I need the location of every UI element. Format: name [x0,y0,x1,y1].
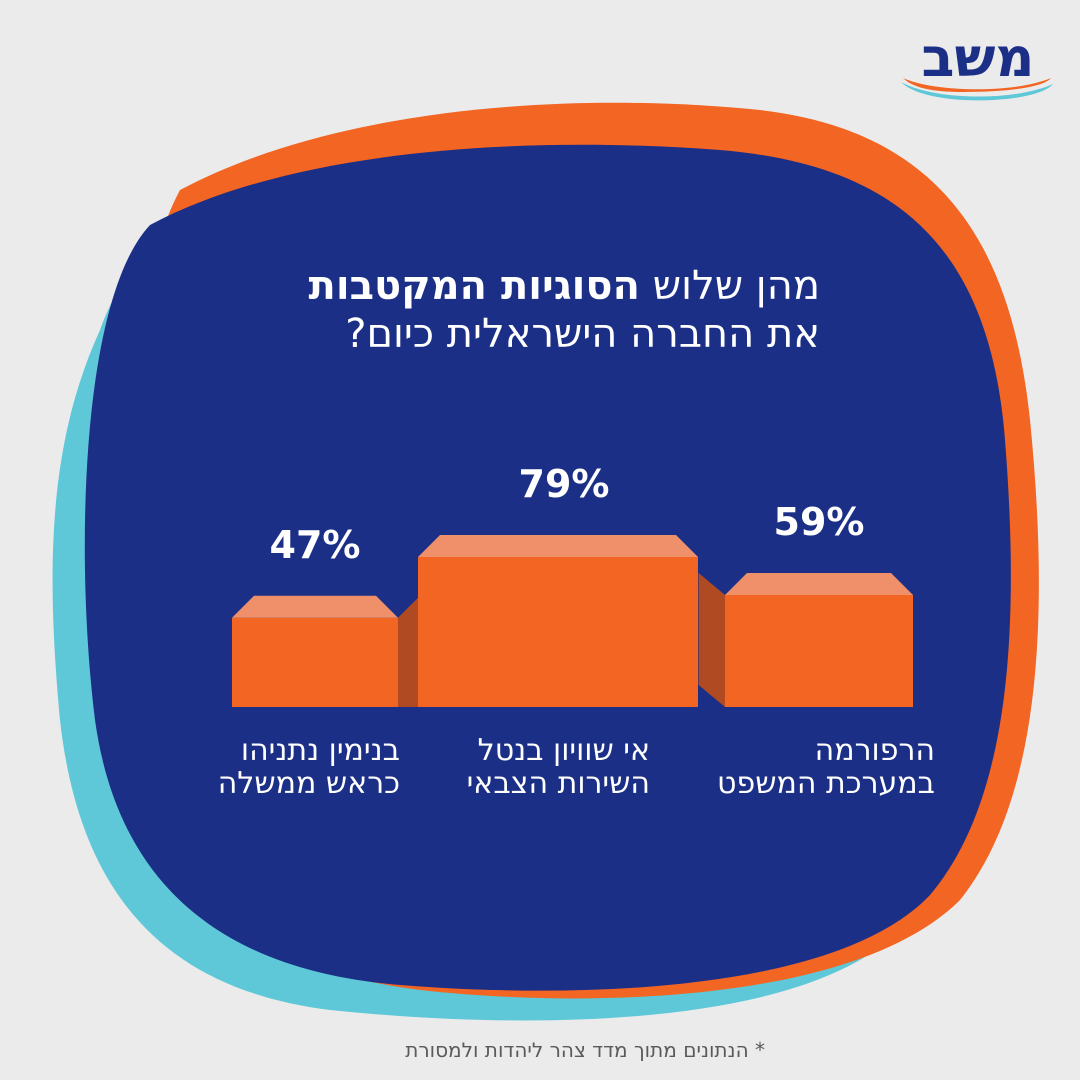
value-label-2: 79% [519,462,610,506]
category-label-2-line-1: אי שוויון בנטל [477,733,650,768]
title-line-1: מהן שלוש הסוגיות המקטבות [200,262,820,310]
bar-2: 79% [418,462,698,707]
bar-front-1 [232,617,398,707]
brand-logo: משב [901,26,1053,101]
bar-side-1 [398,595,420,707]
category-label-1-line-1: בנימין נתניהו [240,733,400,768]
bar-front-2 [418,557,698,707]
category-label-1-line-2: כראש ממשלה [217,766,400,801]
category-label-2-line-2: השירות הצבאי [466,766,650,801]
logo-lettering: משב [922,26,1035,89]
title-line1-bold: הסוגיות המקטבות [308,263,641,309]
bar-top-1 [232,595,398,618]
bar-front-3 [725,594,913,707]
value-label-3: 59% [774,500,865,544]
chart-title: מהן שלוש הסוגיות המקטבות את החברה הישראל… [200,262,820,358]
category-label-3-line-1: הרפורמה [814,733,935,768]
footnote: * הנתונים מתוך מדד צהר ליהדות ולמסורת [405,1038,765,1062]
bar-side-3 [698,572,725,707]
bar-top-3 [725,572,913,595]
category-label-3: הרפורמה במערכת המשפט [700,734,935,800]
bar-1: 47% [232,523,420,707]
category-label-1: בנימין נתניהו כראש ממשלה [210,734,400,800]
category-label-3-line-2: במערכת המשפט [717,766,935,801]
value-label-1: 47% [270,523,361,567]
title-line-2: את החברה הישראלית כיום? [345,311,820,357]
bar-3: 59% [698,500,913,707]
category-label-2: אי שוויון בנטל השירות הצבאי [440,734,650,800]
bar-top-2 [418,535,698,557]
title-line1-regular: מהן שלוש [652,263,820,309]
